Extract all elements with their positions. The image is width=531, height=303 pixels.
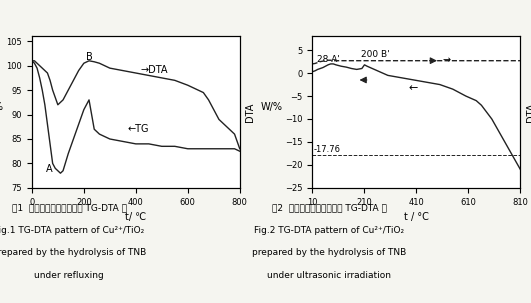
Text: B: B	[85, 52, 92, 62]
Text: prepared by the hydrolysis of TNB: prepared by the hydrolysis of TNB	[252, 248, 406, 258]
Text: ←: ←	[409, 83, 418, 93]
Text: →: →	[442, 56, 450, 66]
Text: 图1  回流脱水法所制样品的 TG-DTA 图: 图1 回流脱水法所制样品的 TG-DTA 图	[12, 203, 126, 212]
Text: under refluxing: under refluxing	[34, 271, 104, 280]
Y-axis label: DTA: DTA	[526, 102, 531, 122]
Text: 图2  超声辐射法所制样品的 TG-DTA 图: 图2 超声辐射法所制样品的 TG-DTA 图	[272, 203, 387, 212]
Text: →DTA: →DTA	[141, 65, 168, 75]
Text: under ultrasonic irradiation: under ultrasonic irradiation	[267, 271, 391, 280]
Text: prepared by the hydrolysis of TNB: prepared by the hydrolysis of TNB	[0, 248, 146, 258]
Y-axis label: DTA: DTA	[245, 102, 255, 122]
Text: Fig.2 TG-DTA pattern of Cu²⁺/TiO₂: Fig.2 TG-DTA pattern of Cu²⁺/TiO₂	[254, 226, 404, 235]
Text: -17.76: -17.76	[314, 145, 341, 154]
Text: A: A	[46, 164, 52, 174]
Text: Fig.1 TG-DTA pattern of Cu²⁺/TiO₂: Fig.1 TG-DTA pattern of Cu²⁺/TiO₂	[0, 226, 144, 235]
Text: 200 B': 200 B'	[361, 50, 389, 59]
X-axis label: t/ ℃: t/ ℃	[125, 212, 147, 222]
Y-axis label: W/%: W/%	[260, 102, 282, 112]
X-axis label: t / °C: t / °C	[404, 212, 429, 222]
Text: 28 A': 28 A'	[316, 55, 339, 64]
Y-axis label: W/%: W/%	[0, 102, 4, 112]
Text: ←TG: ←TG	[128, 124, 150, 134]
